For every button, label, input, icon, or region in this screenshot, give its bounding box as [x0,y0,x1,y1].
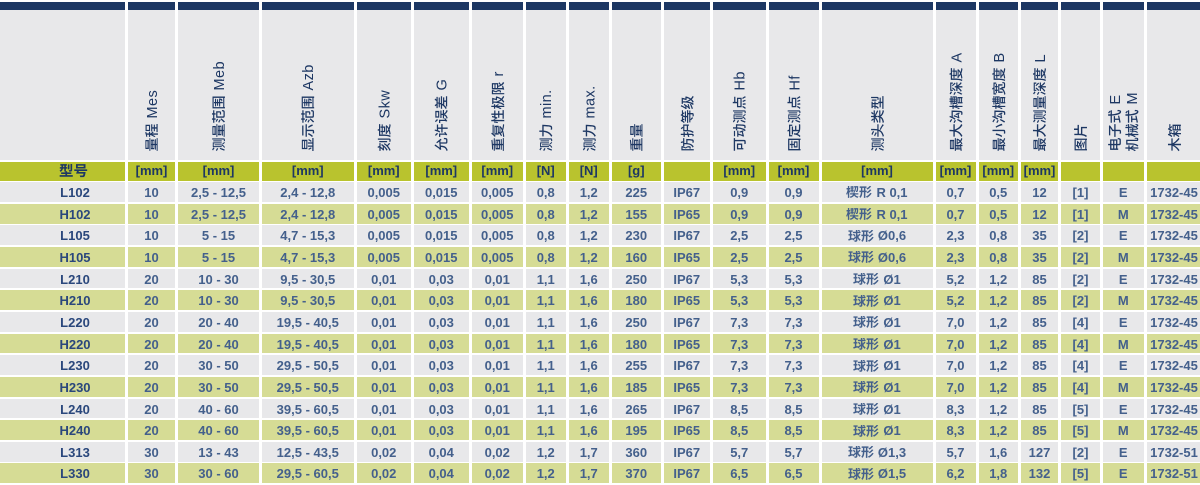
svg-text:B: B [992,52,1008,62]
svg-text:min.: min. [539,90,555,119]
svg-text:max.: max. [582,85,598,118]
svg-text:Hb: Hb [733,71,749,90]
svg-text:L: L [1033,54,1049,62]
svg-text:A: A [949,52,965,62]
svg-text:M: M [1125,92,1141,104]
svg-text:Azb: Azb [301,64,317,90]
svg-text:Skw: Skw [377,90,393,119]
svg-text:Meb: Meb [212,61,228,90]
svg-text:Hf: Hf [787,75,803,91]
svg-text:Mes: Mes [145,90,161,119]
svg-text:E: E [1108,94,1124,104]
svg-text:G: G [435,79,451,91]
svg-text:r: r [491,71,507,76]
